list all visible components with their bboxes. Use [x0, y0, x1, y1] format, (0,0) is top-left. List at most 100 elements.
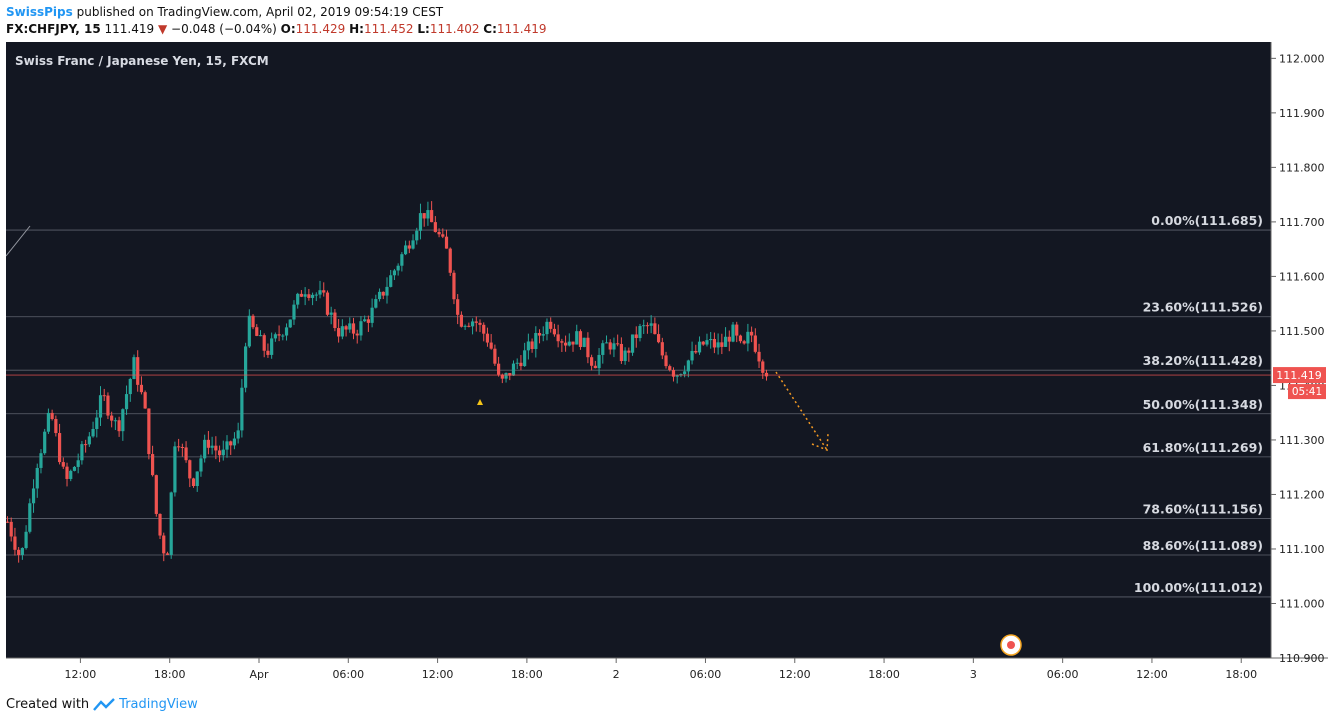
- candle-body: [251, 315, 255, 328]
- fib-label: 23.60%(111.526): [1143, 300, 1263, 315]
- candle-body: [742, 341, 746, 344]
- candle-body: [571, 341, 575, 345]
- chart-area[interactable]: 0.00%(111.685) 23.60%(111.526) 38.20%(111.…: [5, 42, 1328, 688]
- candle-body: [716, 342, 720, 348]
- candle-body: [158, 513, 162, 536]
- candle-body: [28, 503, 32, 532]
- candle-body: [478, 322, 482, 325]
- candle-body: [173, 446, 177, 493]
- candle-body: [604, 342, 609, 344]
- candle-body: [407, 245, 411, 249]
- candle-body: [645, 325, 650, 327]
- publish-info: SwissPips published on TradingView.com, …: [6, 5, 443, 19]
- candle-body: [508, 373, 512, 376]
- candle-body: [530, 341, 534, 349]
- candle-body: [363, 319, 367, 322]
- high-value: 111.452: [363, 22, 414, 36]
- candle-body: [675, 375, 679, 377]
- candle-body: [344, 326, 348, 330]
- candle-body: [411, 240, 415, 249]
- candle-body: [277, 334, 281, 336]
- candle-body: [485, 333, 490, 343]
- candle-body: [31, 488, 36, 504]
- candle-body: [456, 299, 460, 315]
- x-tick-label: 06:00: [1047, 668, 1079, 681]
- candle-body: [731, 324, 735, 342]
- x-tick-label: 18:00: [1225, 668, 1257, 681]
- candle-body: [738, 335, 743, 342]
- candle-body: [381, 291, 385, 296]
- close-value: 111.419: [496, 22, 547, 36]
- candle-body: [244, 346, 248, 388]
- candle-body: [441, 234, 445, 237]
- candle-body: [612, 343, 616, 350]
- candle-body: [500, 374, 504, 379]
- candle-body: [117, 420, 121, 432]
- candle-body: [534, 333, 538, 349]
- candle-body: [608, 342, 612, 350]
- candle-body: [188, 460, 192, 479]
- candle-body: [545, 321, 549, 335]
- candle-body: [653, 323, 657, 335]
- x-tick-label: 12:00: [65, 668, 97, 681]
- candle-body: [255, 327, 259, 336]
- candle-body: [448, 248, 452, 273]
- candle-body: [221, 449, 225, 456]
- candle-body: [549, 321, 553, 329]
- candle-body: [515, 362, 519, 364]
- candle-body: [630, 334, 635, 353]
- candle-body: [288, 319, 292, 328]
- candle-body: [649, 323, 653, 326]
- candle-body: [355, 333, 359, 336]
- candle-body: [162, 535, 166, 554]
- price-axis[interactable]: [1271, 42, 1328, 658]
- candle-body: [351, 323, 356, 334]
- candle-body: [370, 307, 374, 323]
- candle-body: [169, 492, 173, 555]
- publisher-name[interactable]: SwissPips: [6, 5, 73, 19]
- candle-body: [57, 433, 62, 463]
- candle-body: [463, 325, 467, 327]
- x-tick-label: 06:00: [690, 668, 722, 681]
- candle-body: [236, 430, 240, 439]
- candle-body: [619, 343, 623, 362]
- overlay-layer: 111.419 05:41: [6, 367, 1326, 656]
- candle-body: [17, 549, 21, 555]
- projection-arrow-line: [775, 371, 828, 451]
- candle-body: [523, 350, 527, 367]
- candle-body: [575, 331, 579, 345]
- candle-body: [511, 363, 516, 376]
- candle-body: [664, 355, 668, 367]
- candle-body: [359, 321, 363, 336]
- candle-body: [232, 438, 237, 446]
- candle-body: [258, 335, 263, 337]
- candle-body: [552, 328, 557, 335]
- candle-body: [422, 213, 426, 219]
- fib-label: 88.60%(111.089): [1143, 538, 1263, 553]
- candle-body: [340, 326, 344, 337]
- x-tick-label: 12:00: [1136, 668, 1168, 681]
- candle-body: [396, 265, 400, 271]
- candle-body: [444, 236, 449, 249]
- candle-body: [284, 327, 289, 336]
- chart-svg[interactable]: 0.00%(111.685) 23.60%(111.526) 38.20%(111.…: [5, 42, 1328, 688]
- x-tick-label: 18:00: [511, 668, 543, 681]
- tradingview-brand[interactable]: TradingView: [119, 697, 198, 712]
- candle-body: [727, 336, 731, 342]
- candle-body: [98, 395, 103, 418]
- candle-body: [601, 343, 605, 355]
- y-tick-label: 111.200: [1279, 488, 1325, 501]
- signal-marker-icon: [477, 399, 483, 405]
- candle-body: [705, 340, 709, 345]
- tradingview-logo-icon[interactable]: [93, 697, 116, 712]
- candle-body: [723, 336, 728, 347]
- fib-label: 78.60%(111.156): [1143, 501, 1263, 516]
- candle-body: [690, 350, 694, 361]
- candle-body: [627, 350, 631, 353]
- candle-body: [195, 471, 199, 487]
- fib-label: 0.00%(111.685): [1151, 213, 1263, 228]
- candle-body: [333, 312, 337, 329]
- candle-body: [437, 231, 441, 235]
- candle-body: [69, 470, 73, 479]
- fib-label: 38.20%(111.428): [1143, 353, 1263, 368]
